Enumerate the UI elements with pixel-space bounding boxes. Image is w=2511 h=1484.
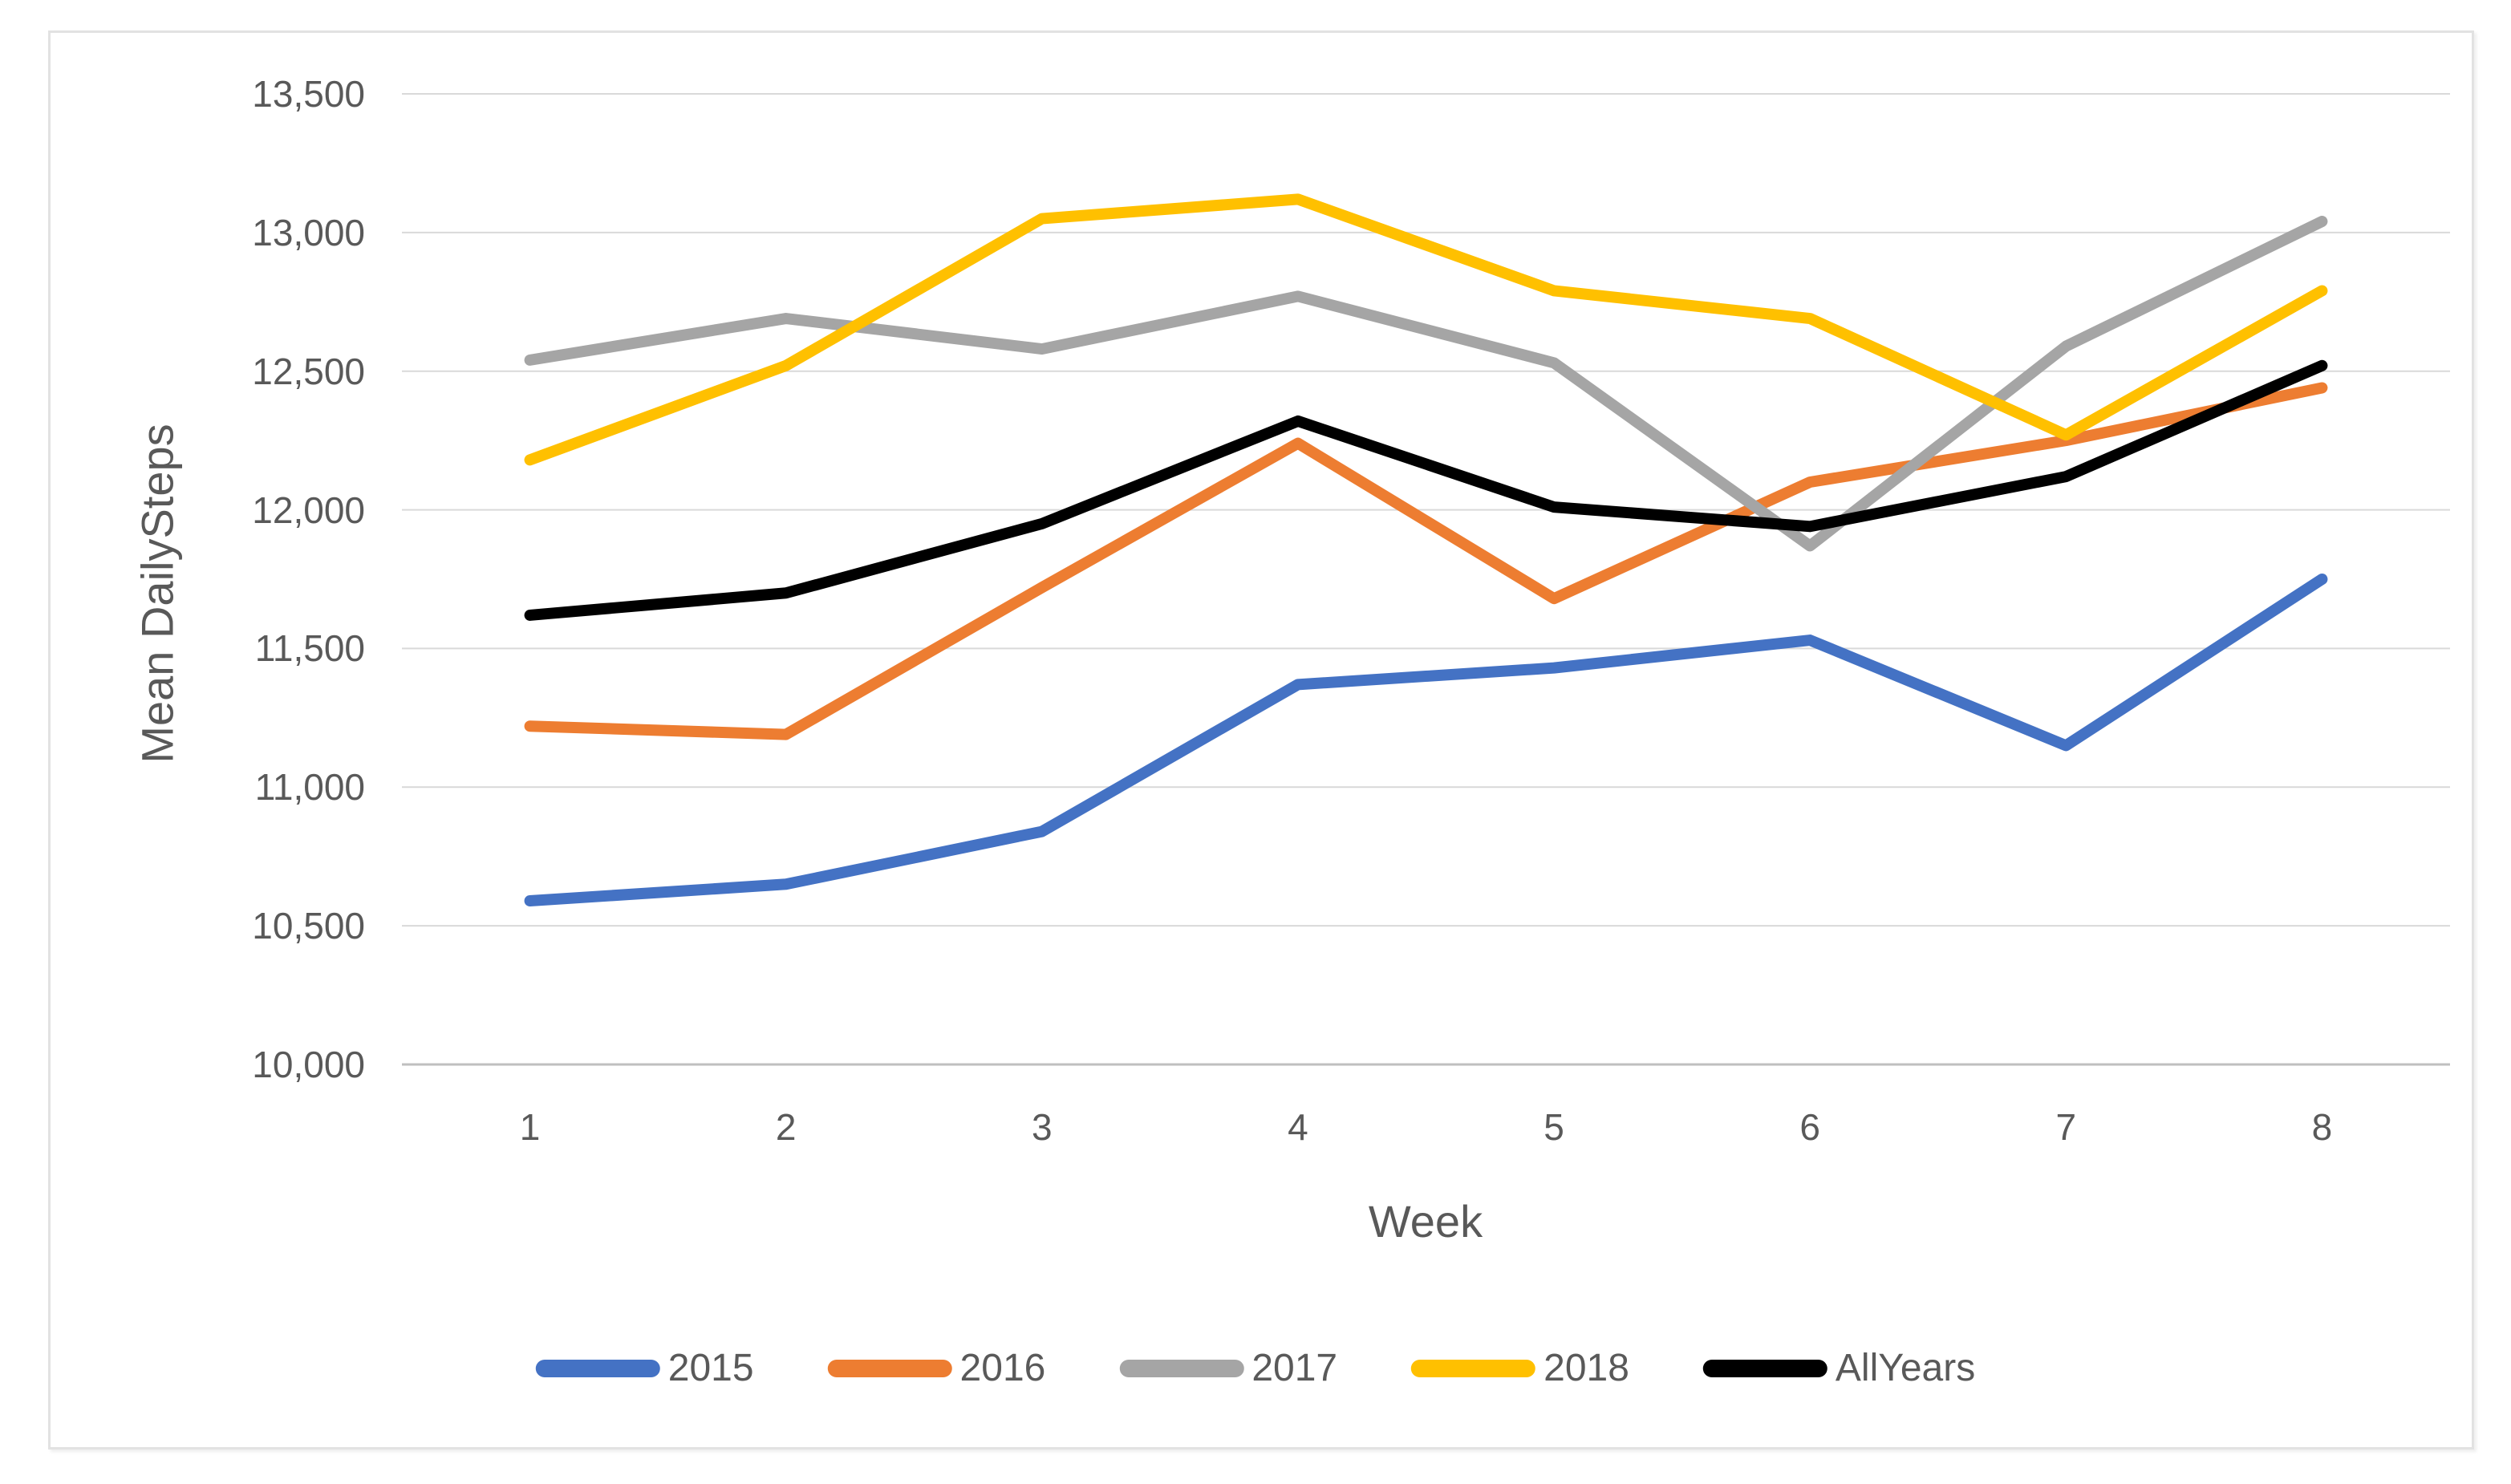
y-tick-label: 12,000 (252, 489, 365, 531)
series-line-2018 (524, 193, 2328, 466)
y-tick-label: 10,500 (252, 905, 365, 947)
legend-label: AllYears (1835, 1347, 1976, 1389)
y-tick-label: 13,500 (252, 73, 365, 115)
legend-swatch-2018 (1411, 1359, 1536, 1377)
chart-legend: 2015 2016 2017 2018 AllYears (535, 1346, 1976, 1390)
x-tick-label: 7 (2055, 1106, 2077, 1148)
legend-label: 2018 (1544, 1347, 1629, 1389)
y-tick-label: 10,000 (252, 1044, 365, 1085)
x-tick-label: 6 (1799, 1106, 1820, 1148)
legend-swatch-2015 (535, 1359, 660, 1377)
legend-label: 2015 (667, 1347, 754, 1389)
x-tick-label: 3 (1032, 1106, 1053, 1148)
x-tick-label: 2 (775, 1106, 797, 1148)
legend-item-2018: 2018 (1411, 1346, 1629, 1390)
legend-swatch-2017 (1119, 1359, 1244, 1377)
y-tick-label: 11,000 (254, 766, 365, 809)
y-tick-label: 13,000 (252, 211, 365, 253)
legend-swatch-AllYears (1702, 1359, 1827, 1377)
series-line-2017 (524, 216, 2328, 552)
series-line-AllYears (524, 359, 2328, 621)
legend-item-2017: 2017 (1119, 1346, 1337, 1390)
legend-item-2016: 2016 (827, 1346, 1046, 1390)
x-tick-label: 4 (1288, 1106, 1308, 1148)
series-line-2016 (524, 382, 2328, 740)
legend-label: 2016 (959, 1347, 1046, 1389)
series-line-2015 (524, 574, 2328, 907)
y-tick-label: 12,500 (252, 350, 365, 392)
x-tick-label: 8 (2311, 1106, 2333, 1148)
legend-swatch-2016 (827, 1359, 952, 1377)
y-tick-label: 11,500 (254, 627, 365, 670)
legend-label: 2017 (1251, 1347, 1338, 1389)
legend-item-2015: 2015 (535, 1346, 754, 1390)
x-tick-label: 5 (1544, 1106, 1564, 1148)
y-axis-title: Mean DailySteps (132, 424, 183, 764)
legend-item-AllYears: AllYears (1702, 1346, 1976, 1390)
x-tick-label: 1 (519, 1106, 541, 1148)
x-axis-title: Week (1368, 1196, 1483, 1247)
